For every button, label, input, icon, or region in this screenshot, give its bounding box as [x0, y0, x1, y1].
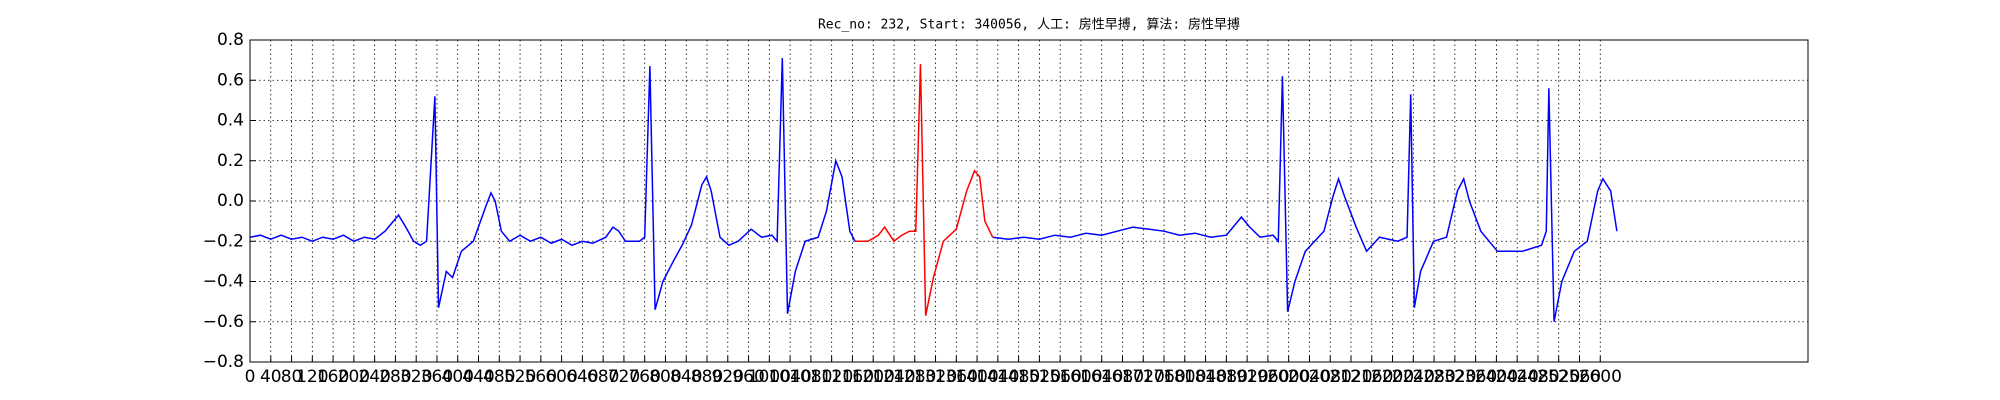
x-tick-label: 480: [483, 367, 515, 387]
x-tick-label: 1560: [1039, 367, 1082, 387]
ecg-line: [249, 58, 1618, 322]
x-tick-label: 1160: [831, 367, 874, 387]
x-tick-label: 2280: [1412, 367, 1455, 387]
y-tick-label: 0.2: [217, 151, 244, 171]
ecg-line: [855, 64, 994, 316]
x-tick-label: 1320: [914, 367, 957, 387]
x-tick-label: 720: [608, 367, 640, 387]
y-tick-label: −0.4: [203, 272, 244, 292]
x-tick-label: 440: [462, 367, 494, 387]
x-tick-label: 1280: [893, 367, 936, 387]
x-tick-label: 400: [442, 367, 474, 387]
x-tick-label: 1240: [872, 367, 915, 387]
x-tick-label: 1800: [1163, 367, 1206, 387]
y-tick-label: 0.6: [217, 70, 244, 90]
x-tick-label: 2240: [1392, 367, 1435, 387]
x-tick-label: 320: [400, 367, 432, 387]
x-tick-label: 240: [358, 367, 390, 387]
x-tick-label: 0: [245, 367, 256, 387]
y-tick-label: −0.6: [203, 312, 244, 332]
x-tick-label: 920: [712, 367, 744, 387]
y-tick-label: −0.8: [203, 352, 244, 372]
x-tick-label: 120: [296, 367, 328, 387]
y-tick-label: 0.8: [217, 30, 244, 50]
x-tick-label: 2120: [1329, 367, 1372, 387]
x-tick-label: 760: [628, 367, 660, 387]
x-tick-label: 1200: [852, 367, 895, 387]
x-tick-label: 1680: [1101, 367, 1144, 387]
y-tick-label: 0.0: [217, 191, 244, 211]
x-tick-label: 1920: [1225, 367, 1268, 387]
x-tick-label: 2560: [1558, 367, 1601, 387]
x-tick-label: 520: [504, 367, 536, 387]
y-tick-label: 0.4: [217, 111, 244, 131]
x-tick-label: 640: [566, 367, 598, 387]
x-tick-label: 2600: [1579, 367, 1622, 387]
x-tick-label: 1120: [810, 367, 853, 387]
x-tick-label: 2000: [1267, 367, 1310, 387]
x-tick-label: 1640: [1080, 367, 1123, 387]
x-tick-label: 1360: [935, 367, 978, 387]
x-tick-label: 1040: [768, 367, 811, 387]
x-tick-label: 1080: [789, 367, 832, 387]
plot-frame: [249, 39, 1809, 363]
x-tick-label: 200: [338, 367, 370, 387]
x-tick-label: 1960: [1246, 367, 1289, 387]
x-tick-label: 2080: [1309, 367, 1352, 387]
x-tick-label: 2400: [1475, 367, 1518, 387]
x-tick-label: 2200: [1371, 367, 1414, 387]
x-tick-label: 2160: [1350, 367, 1393, 387]
x-tick-label: 1760: [1142, 367, 1185, 387]
x-tick-label: 800: [649, 367, 681, 387]
y-tick-label: −0.2: [203, 231, 244, 251]
x-tick-label: 600: [545, 367, 577, 387]
x-tick-label: 160: [317, 367, 349, 387]
x-tick-label: 280: [379, 367, 411, 387]
x-tick-label: 1880: [1205, 367, 1248, 387]
x-tick-label: 880: [691, 367, 723, 387]
x-tick-label: 1000: [748, 367, 791, 387]
x-tick-label: 1720: [1122, 367, 1165, 387]
x-tick-label: 360: [421, 367, 453, 387]
x-tick-label: 80: [281, 367, 303, 387]
x-tick-label: 680: [587, 367, 619, 387]
x-tick-label: 2520: [1537, 367, 1580, 387]
x-tick-label: 1440: [976, 367, 1019, 387]
chart-title: Rec_no: 232, Start: 340056, 人工: 房性早搏, 算法…: [818, 17, 1240, 33]
x-tick-label: 2440: [1496, 367, 1539, 387]
x-tick-label: 840: [670, 367, 702, 387]
x-tick-label: 2320: [1433, 367, 1476, 387]
x-tick-label: 1600: [1059, 367, 1102, 387]
x-tick-label: 2040: [1288, 367, 1331, 387]
x-tick-label: 1400: [955, 367, 998, 387]
x-tick-label: 40: [260, 367, 282, 387]
x-tick-label: 1520: [1018, 367, 1061, 387]
x-tick-label: 1480: [997, 367, 1040, 387]
x-tick-label: 1840: [1184, 367, 1227, 387]
x-tick-label: 560: [525, 367, 557, 387]
x-tick-label: 2360: [1454, 367, 1497, 387]
x-tick-label: 960: [732, 367, 764, 387]
x-tick-label: 2480: [1516, 367, 1559, 387]
